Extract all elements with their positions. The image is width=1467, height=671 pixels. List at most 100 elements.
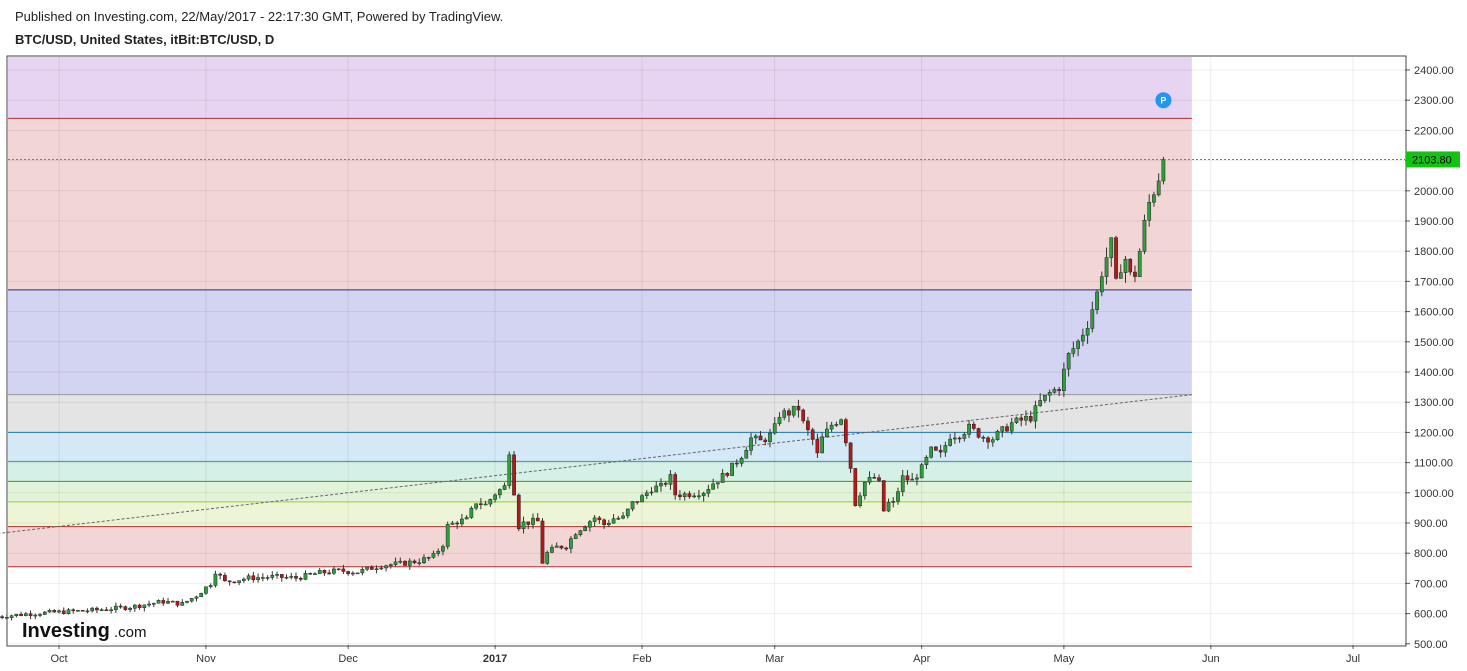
candle-body	[61, 610, 66, 614]
candle	[734, 459, 739, 468]
candle	[507, 451, 512, 489]
candle-body	[877, 477, 881, 481]
candle	[1099, 271, 1104, 297]
candle-body	[673, 474, 678, 496]
candle	[303, 570, 308, 581]
x-tick-label: Feb	[633, 653, 652, 665]
candle-body	[971, 423, 976, 429]
candle	[820, 432, 824, 454]
y-tick-label: 800.00	[1414, 548, 1448, 560]
candle-body	[516, 494, 521, 530]
candle	[14, 613, 19, 618]
candle-body	[1128, 258, 1133, 273]
candle	[128, 606, 132, 613]
candle-body	[450, 522, 455, 525]
candle	[104, 607, 109, 612]
candle-body	[232, 581, 237, 584]
fib-band	[8, 289, 1192, 395]
last-price-label: 2103.80	[1412, 154, 1452, 166]
trendline	[0, 394, 1192, 534]
candle	[971, 421, 976, 431]
candle-body	[137, 604, 142, 608]
candle-body	[953, 437, 957, 440]
candle	[744, 446, 749, 459]
candle	[995, 429, 1000, 441]
candle-body	[929, 446, 934, 458]
candle-body	[38, 614, 42, 616]
y-tick-label: 500.00	[1414, 639, 1448, 651]
y-tick-label: 2000.00	[1414, 186, 1454, 198]
candle-body	[57, 610, 61, 613]
price-marker-p[interactable]: P	[1155, 92, 1172, 109]
candle	[289, 572, 294, 580]
candle	[640, 493, 644, 503]
candle-body	[602, 519, 606, 525]
candle	[161, 597, 166, 606]
candle	[772, 417, 777, 435]
candle-body	[545, 552, 550, 564]
candle-body	[744, 450, 749, 459]
candle	[592, 514, 597, 527]
candle-body	[967, 423, 971, 435]
candle-body	[872, 477, 877, 479]
candle	[137, 603, 142, 610]
candle-body	[161, 600, 166, 604]
candle-body	[1014, 417, 1019, 423]
candle-body	[749, 437, 753, 451]
candle-body	[147, 603, 151, 606]
candle	[649, 487, 654, 496]
candle	[412, 559, 417, 565]
candle-body	[99, 609, 104, 612]
candle	[379, 565, 384, 571]
candle-body	[1114, 237, 1118, 279]
candle	[573, 532, 578, 540]
candle-body	[294, 576, 298, 579]
fib-band	[8, 394, 1192, 433]
candle	[1076, 339, 1080, 357]
candle	[398, 557, 403, 564]
candle-body	[550, 547, 554, 553]
candle	[1085, 321, 1090, 344]
candle-body	[0, 616, 4, 618]
candle	[934, 445, 938, 452]
fib-band	[8, 461, 1192, 482]
candle-body	[104, 609, 109, 612]
candle	[1014, 416, 1019, 424]
candle	[118, 603, 123, 609]
candle	[929, 446, 934, 459]
candle	[479, 498, 483, 510]
candle-body	[436, 550, 441, 554]
candle-body	[407, 560, 412, 566]
candle	[654, 481, 659, 493]
last-price-badge	[1406, 151, 1460, 168]
candle	[990, 436, 995, 447]
candle	[910, 472, 915, 481]
candle-body	[151, 602, 156, 605]
candle	[403, 560, 407, 567]
candle	[905, 470, 910, 485]
candle	[516, 493, 521, 532]
x-tick-label: Jun	[1202, 653, 1220, 665]
candle	[782, 408, 787, 421]
candle-body	[1024, 416, 1028, 421]
candle	[512, 451, 516, 496]
candle	[208, 583, 213, 589]
candle	[777, 412, 782, 426]
candle-body	[422, 557, 426, 563]
candle	[99, 608, 104, 612]
candle-body	[95, 607, 99, 611]
candle-body	[512, 454, 516, 496]
candle	[365, 566, 369, 572]
candle	[1104, 247, 1109, 285]
candle	[1123, 256, 1128, 283]
candle	[341, 564, 346, 575]
candle-body	[725, 473, 730, 476]
candle-body	[208, 585, 213, 588]
candle	[673, 472, 678, 500]
candle	[843, 417, 848, 447]
candle	[90, 606, 95, 613]
candle-body	[862, 481, 867, 497]
candle	[725, 472, 730, 478]
candle	[436, 548, 441, 557]
